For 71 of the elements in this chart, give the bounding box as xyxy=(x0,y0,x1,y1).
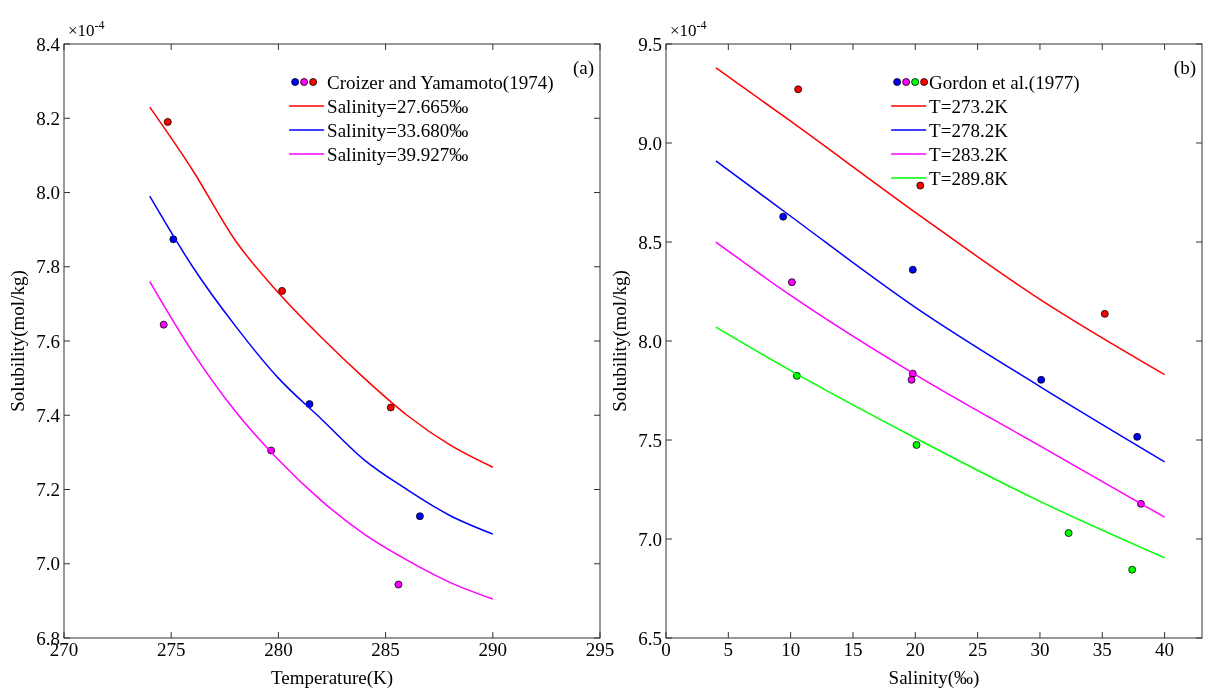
point xyxy=(278,286,286,295)
point xyxy=(305,400,314,409)
point xyxy=(779,212,788,221)
y-tick-label: 7.4 xyxy=(36,404,61,426)
legend-label: Croizer and Yamamoto(1974) xyxy=(327,71,554,94)
y-tick-label: 9.0 xyxy=(638,132,662,154)
y-axis-title: Solubility(mol/kg) xyxy=(609,270,631,412)
x-tick-label: 290 xyxy=(478,639,508,660)
y-tick-label: 7.5 xyxy=(638,429,662,451)
point xyxy=(916,181,925,190)
text: ×10$^{-4}$ xyxy=(670,18,707,40)
point xyxy=(794,85,803,94)
x-tick-label: 20 xyxy=(905,639,925,660)
point xyxy=(907,375,916,384)
legend-label: Salinity=33.680‰ xyxy=(327,119,469,141)
x-tick-label: 40 xyxy=(1155,639,1175,660)
line-series xyxy=(715,160,1166,463)
x-tick-label: 275 xyxy=(156,639,186,660)
x-tick-label: 5 xyxy=(723,639,734,660)
y-tick-label: 7.0 xyxy=(36,553,60,575)
line-series xyxy=(715,241,1166,518)
point xyxy=(1100,309,1109,318)
legend-label: Salinity=27.665‰ xyxy=(327,95,469,117)
point xyxy=(159,320,168,329)
y-tick-label: 8.5 xyxy=(638,231,662,253)
text: ×10$^{-4}$ xyxy=(68,18,105,40)
y-axis-title: Solubility(mol/kg) xyxy=(7,270,29,412)
y-tick-label: 7.8 xyxy=(36,256,60,278)
y-tick-label: 9.5 xyxy=(638,33,662,55)
point xyxy=(386,403,395,412)
y-tick-label: 7.6 xyxy=(36,330,60,352)
legend-label: Gordon et al.(1977) xyxy=(929,71,1080,94)
y-tick-label: 8.2 xyxy=(36,107,60,129)
x-tick-label: 285 xyxy=(371,639,400,660)
point xyxy=(1133,432,1142,441)
legend-label: T=273.2K xyxy=(929,95,1009,117)
legend-label: T=289.8K xyxy=(929,167,1009,189)
point xyxy=(1128,565,1137,574)
point xyxy=(1037,375,1046,384)
legend-label: T=278.2K xyxy=(929,119,1009,141)
x-tick-label: 295 xyxy=(585,639,615,660)
legend-label: T=283.2K xyxy=(929,143,1009,165)
y-tick-label: 6.5 xyxy=(638,627,662,649)
point xyxy=(416,512,424,521)
x-tick-label: 280 xyxy=(264,639,293,660)
y-tick-label: 8.4 xyxy=(36,33,61,55)
line-series xyxy=(149,280,494,600)
line-series xyxy=(715,326,1166,559)
x-axis-title: Salinity(‰) xyxy=(888,667,980,689)
point xyxy=(908,265,917,274)
y-tick-label: 8.0 xyxy=(36,182,60,204)
y-tick-label: 7.2 xyxy=(36,479,60,501)
x-tick-label: 0 xyxy=(661,639,671,660)
y-tick-label: 7.0 xyxy=(638,528,662,550)
annotation: (a) xyxy=(572,57,594,79)
point xyxy=(788,278,796,287)
point xyxy=(1064,529,1073,537)
line-series xyxy=(149,195,494,535)
point xyxy=(394,580,403,589)
y-tick-label: 8.0 xyxy=(638,330,662,352)
x-axis-title: Temperature(K) xyxy=(270,667,394,689)
x-tick-label: 30 xyxy=(1030,639,1050,660)
legend-label: Salinity=39.927‰ xyxy=(327,143,469,165)
x-tick-label: 35 xyxy=(1092,639,1112,660)
point xyxy=(912,441,921,449)
x-tick-label: 10 xyxy=(781,639,801,660)
x-tick-label: 25 xyxy=(968,639,988,660)
annotation: (b) xyxy=(1173,57,1196,79)
line-series xyxy=(715,67,1166,376)
point xyxy=(163,118,172,126)
x-tick-label: 15 xyxy=(843,639,863,660)
